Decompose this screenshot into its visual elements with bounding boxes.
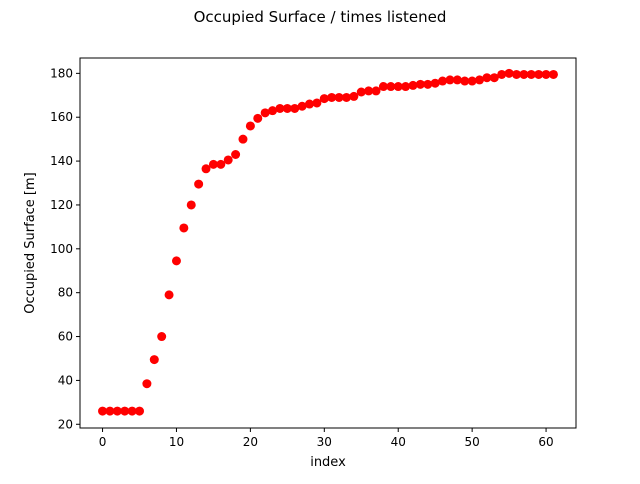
data-point: [430, 78, 440, 88]
data-point: [305, 99, 315, 109]
data-point: [231, 150, 241, 160]
data-point: [497, 69, 507, 79]
y-tick-label: 60: [58, 330, 73, 344]
data-point: [482, 73, 492, 83]
data-point: [475, 75, 485, 85]
x-axis: 0 10 20 30 40 50 60: [99, 428, 554, 449]
data-point: [105, 406, 115, 416]
data-point: [393, 82, 403, 92]
y-tick-label: 120: [50, 198, 73, 212]
data-point: [467, 76, 477, 86]
x-tick-label: 20: [243, 435, 258, 449]
data-point: [216, 159, 226, 169]
data-point: [534, 69, 544, 79]
data-point: [548, 69, 558, 79]
data-point: [149, 355, 159, 365]
y-tick-label: 80: [58, 286, 73, 300]
x-tick-label: 40: [391, 435, 406, 449]
data-point: [349, 91, 359, 101]
data-point: [445, 75, 455, 85]
x-tick-label: 60: [538, 435, 553, 449]
data-point: [541, 69, 551, 79]
data-point: [408, 80, 418, 90]
data-point: [164, 290, 174, 300]
y-axis: 20 40 60 80 100 120 140 160 180: [50, 66, 80, 431]
data-point: [319, 94, 329, 104]
data-point: [186, 200, 196, 210]
data-point: [378, 82, 388, 92]
data-point: [98, 406, 108, 416]
y-tick-label: 40: [58, 373, 73, 387]
data-point: [208, 159, 218, 169]
data-point: [460, 76, 470, 86]
x-tick-label: 30: [317, 435, 332, 449]
data-point: [171, 256, 181, 266]
data-points: [98, 68, 558, 416]
x-tick-label: 0: [99, 435, 107, 449]
data-point: [341, 92, 351, 102]
data-point: [386, 82, 396, 92]
chart-title: Occupied Surface / times listened: [194, 8, 447, 26]
data-point: [504, 68, 514, 78]
x-axis-label: index: [310, 455, 346, 470]
data-point: [312, 98, 322, 108]
y-tick-label: 20: [58, 417, 73, 431]
data-point: [238, 134, 248, 144]
data-point: [356, 87, 366, 97]
data-point: [142, 379, 152, 389]
data-point: [179, 223, 189, 233]
data-point: [290, 103, 300, 113]
data-point: [223, 155, 233, 165]
data-point: [371, 86, 381, 96]
data-point: [112, 406, 122, 416]
data-point: [364, 86, 374, 96]
data-point: [334, 92, 344, 102]
data-point: [511, 69, 521, 79]
data-point: [260, 108, 270, 118]
data-point: [135, 406, 145, 416]
data-point: [423, 79, 433, 89]
data-point: [120, 406, 130, 416]
data-point: [201, 164, 211, 174]
data-point: [489, 73, 499, 83]
y-tick-label: 180: [50, 66, 73, 80]
data-point: [452, 75, 462, 85]
y-axis-label: Occupied Surface [m]: [23, 172, 38, 313]
data-point: [526, 69, 536, 79]
plot-area: 0 10 20 30 40 50 60 20 40 60 80 100 120 140 160 180: [50, 57, 577, 449]
y-tick-label: 140: [50, 154, 73, 168]
axes-frame: [79, 57, 577, 429]
data-point: [282, 103, 292, 113]
y-tick-label: 160: [50, 110, 73, 124]
data-point: [194, 179, 204, 189]
data-point: [438, 76, 448, 86]
x-tick-label: 50: [465, 435, 480, 449]
data-point: [275, 103, 285, 113]
data-point: [519, 69, 529, 79]
data-point: [401, 82, 411, 92]
data-point: [245, 121, 255, 131]
data-point: [157, 332, 167, 342]
data-point: [297, 101, 307, 111]
data-point: [268, 106, 278, 116]
data-point: [253, 113, 263, 123]
data-point: [327, 92, 337, 102]
data-point: [127, 406, 137, 416]
x-tick-label: 10: [169, 435, 184, 449]
y-tick-label: 100: [50, 242, 73, 256]
data-point: [415, 79, 425, 89]
